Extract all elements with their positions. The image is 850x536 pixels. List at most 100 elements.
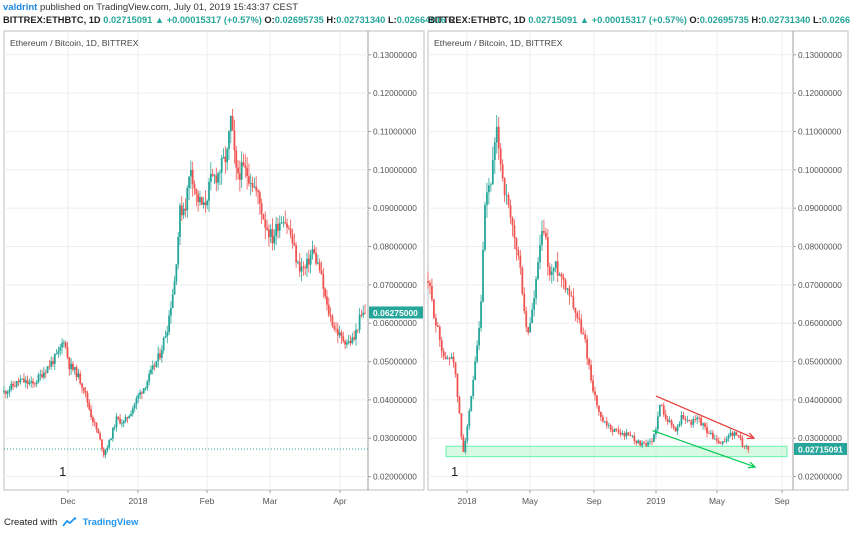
candle-body [497, 126, 500, 149]
x-tick-label: 2018 [129, 496, 148, 506]
candle-body [148, 373, 151, 382]
candle-body [711, 432, 714, 439]
candle-body [625, 432, 628, 437]
candle-body [619, 432, 622, 435]
candle-body [521, 267, 524, 294]
candle-body [448, 358, 451, 360]
quote-l-label: L: [812, 15, 822, 25]
candle-body [598, 405, 600, 412]
candle-body [95, 422, 98, 430]
candle-body [478, 327, 480, 346]
quote-change: ▲ +0.00015317 (+0.57%) [154, 15, 265, 25]
candle-body [633, 435, 636, 441]
candle-body [639, 440, 642, 446]
candle-body [442, 351, 445, 357]
candle-body [594, 391, 596, 396]
candle-body [3, 391, 5, 393]
candle-body [4, 391, 7, 394]
candle-body [164, 336, 167, 338]
candle-body [117, 416, 120, 419]
candle-body [48, 366, 51, 368]
candle-body [688, 419, 691, 422]
candle-body [548, 266, 551, 276]
candle-body [293, 243, 296, 246]
candle-body [295, 245, 298, 263]
candle-body [302, 266, 305, 268]
candle-body [297, 261, 299, 263]
candle-body [159, 353, 161, 358]
candle-body [35, 382, 38, 385]
candle-body [503, 178, 506, 196]
candle-body [264, 219, 267, 228]
candle-body [282, 222, 285, 224]
candle-body [346, 342, 348, 345]
candle-body [177, 236, 180, 265]
candle-body [81, 383, 83, 388]
candle-body [188, 176, 190, 188]
candle-body [715, 438, 718, 441]
candle-body [92, 417, 94, 422]
candle-body [454, 362, 457, 374]
quote-change: ▲ +0.00015317 (+0.57%) [579, 15, 690, 25]
candle-body [641, 442, 644, 446]
y-tick-label: 0.03000000 [373, 433, 417, 443]
created-with-text: Created with [4, 517, 58, 528]
y-tick-label: 0.12000000 [798, 88, 842, 98]
y-tick-label: 0.09000000 [373, 203, 417, 213]
candle-body [719, 443, 722, 445]
candle-body [525, 311, 528, 328]
candle-body [180, 205, 183, 216]
candle-body [637, 440, 640, 444]
candle-body [519, 255, 522, 268]
candle-body [59, 347, 62, 351]
x-tick-label: 2019 [647, 496, 666, 506]
candle-body [344, 341, 346, 345]
candle-body [277, 223, 279, 231]
candle-body [660, 404, 663, 406]
candle-body [320, 270, 323, 275]
candle-body [267, 229, 270, 238]
candle-body [336, 329, 339, 336]
candle-body [269, 229, 272, 238]
candle-body [273, 235, 276, 244]
candle-body [472, 379, 475, 397]
candle-body [656, 416, 659, 430]
candle-body [582, 333, 585, 335]
quote-open: 0.02695735 [699, 15, 752, 25]
candle-body [170, 308, 172, 316]
candle-body [358, 314, 361, 330]
candle-body [197, 194, 200, 203]
candle-body [231, 115, 234, 131]
candle-body [50, 361, 53, 367]
author-link[interactable]: valdrint [3, 2, 38, 13]
candle-body [44, 372, 47, 374]
candle-body [335, 328, 337, 330]
candle-body [224, 156, 227, 163]
candle-body [287, 227, 290, 229]
y-tick-label: 0.12000000 [373, 88, 417, 98]
candle-body [73, 367, 76, 370]
chart-title: Ethereum / Bitcoin, 1D, BITTREX [10, 38, 139, 48]
last-price-label: 0.02715091 [798, 444, 843, 454]
candle-body [599, 411, 602, 418]
candle-body [668, 420, 671, 422]
candle-body [326, 296, 328, 305]
candle-body [721, 441, 724, 444]
y-tick-label: 0.07000000 [373, 280, 417, 290]
candle-body [509, 205, 512, 218]
candle-body [121, 423, 123, 425]
tradingview-brand[interactable]: TradingView [82, 517, 139, 528]
candle-body [568, 288, 571, 296]
last-price-badge [794, 442, 847, 455]
candle-body [171, 294, 174, 309]
y-tick-label: 0.11000000 [373, 126, 417, 136]
candle-body [186, 187, 189, 211]
candle-body [237, 167, 239, 174]
candle-body [601, 417, 604, 422]
candle-body [15, 381, 18, 387]
candle-body [729, 432, 732, 436]
candle-body [737, 435, 740, 437]
candle-body [8, 389, 11, 392]
candle-body [77, 373, 80, 378]
